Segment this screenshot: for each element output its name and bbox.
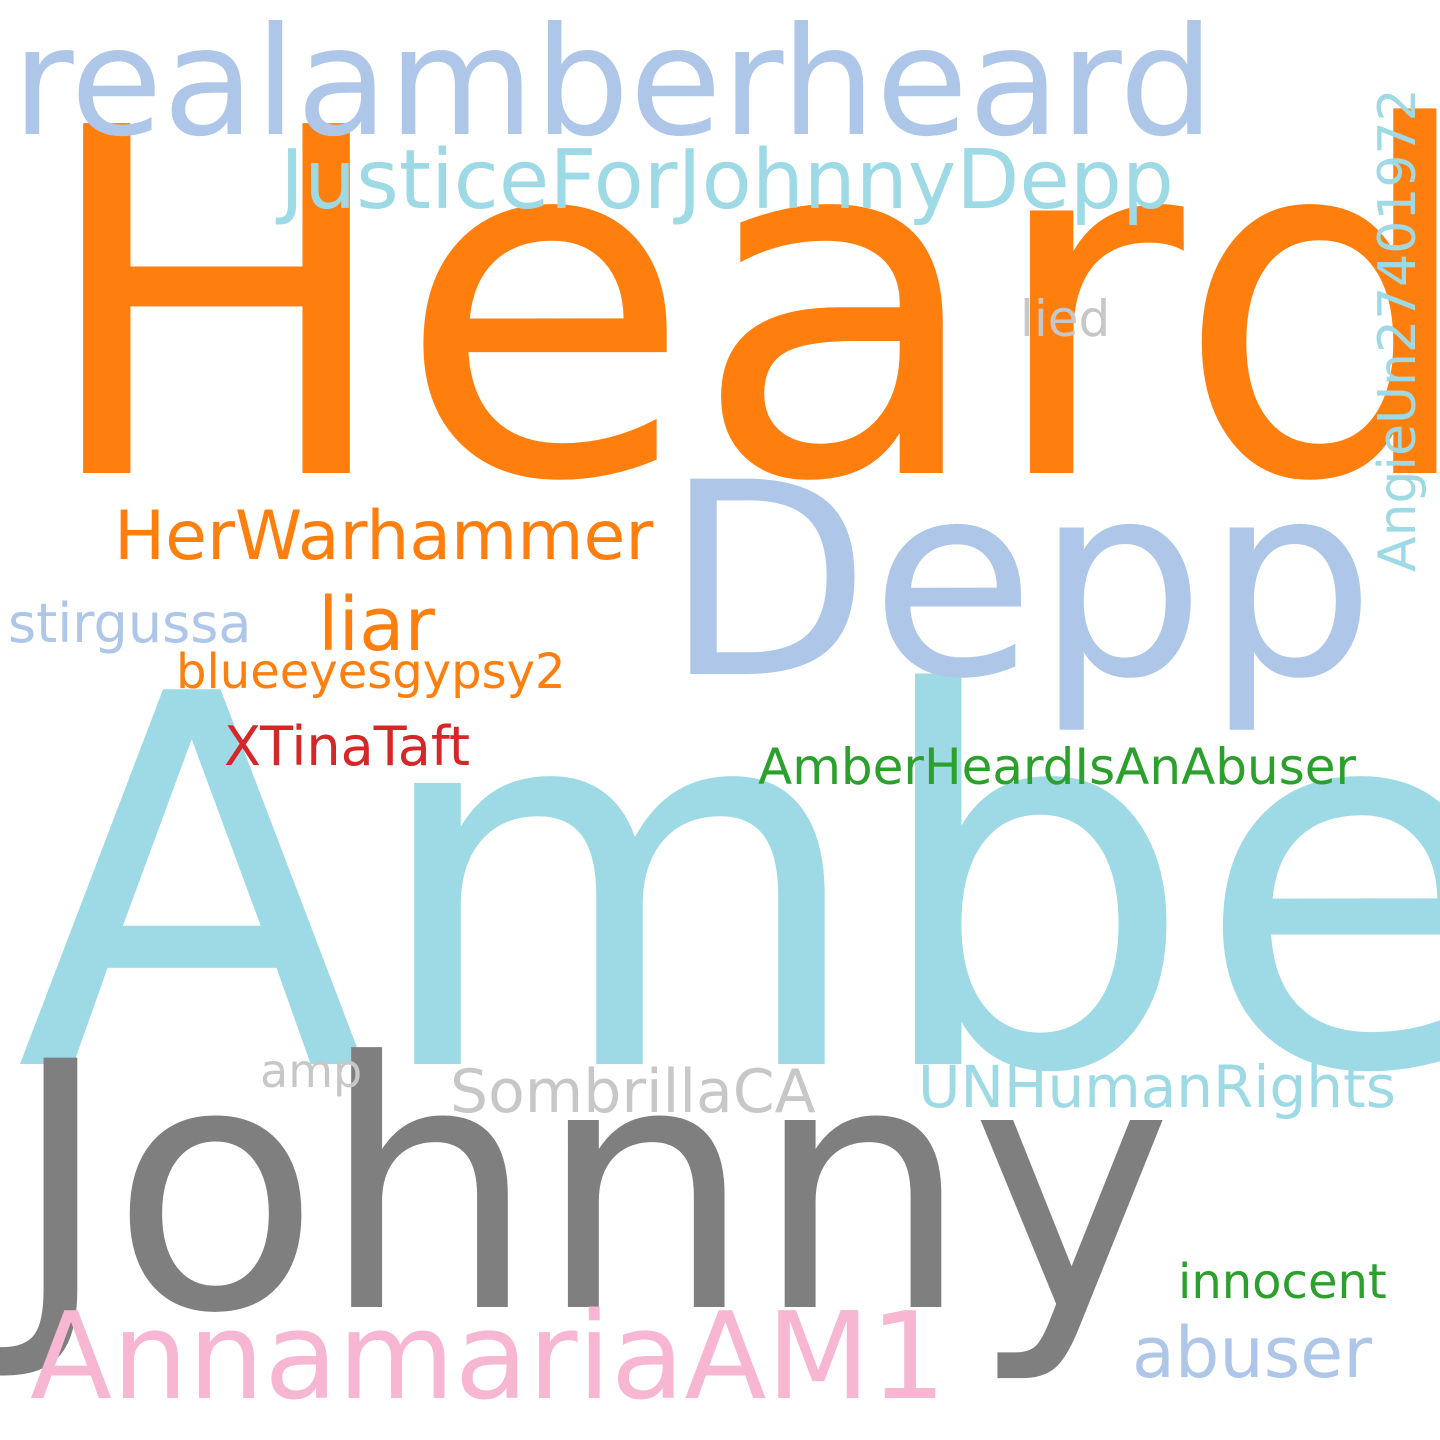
word-realamberheard: realamberheard — [12, 0, 1215, 170]
word-angieun27401972: AngieUn27401972 — [1368, 88, 1428, 572]
word-justiceforjohnnydepp: JusticeForJohnnyDepp — [280, 133, 1174, 228]
word-abuser: abuser — [1132, 1312, 1373, 1394]
word-sombrillaca: SombrillaCA — [450, 1057, 816, 1127]
word-xtinataft: XTinaTaft — [224, 715, 471, 778]
word-unhumanrights: UNHumanRights — [918, 1053, 1396, 1121]
word-herwarhammer: HerWarhammer — [114, 497, 654, 576]
word-amber: Amber — [16, 588, 1440, 1186]
word-depp: Depp — [664, 426, 1376, 738]
word-stirgussa: stirgussa — [8, 592, 252, 655]
word-innocent: innocent — [1178, 1254, 1387, 1310]
word-lied: lied — [1020, 290, 1111, 348]
word-heard: Heard — [36, 28, 1440, 587]
word-amberheardisanabuser: AmberHeardIsAnAbuser — [758, 738, 1357, 796]
word-amp: amp — [260, 1044, 363, 1098]
word-liar: liar — [318, 582, 435, 668]
word-johnny: Johnny — [10, 990, 1173, 1388]
word-annamariaam1: AnnamariaAM1 — [30, 1288, 947, 1427]
word-blueeyesgypsy2: blueeyesgypsy2 — [176, 644, 566, 700]
